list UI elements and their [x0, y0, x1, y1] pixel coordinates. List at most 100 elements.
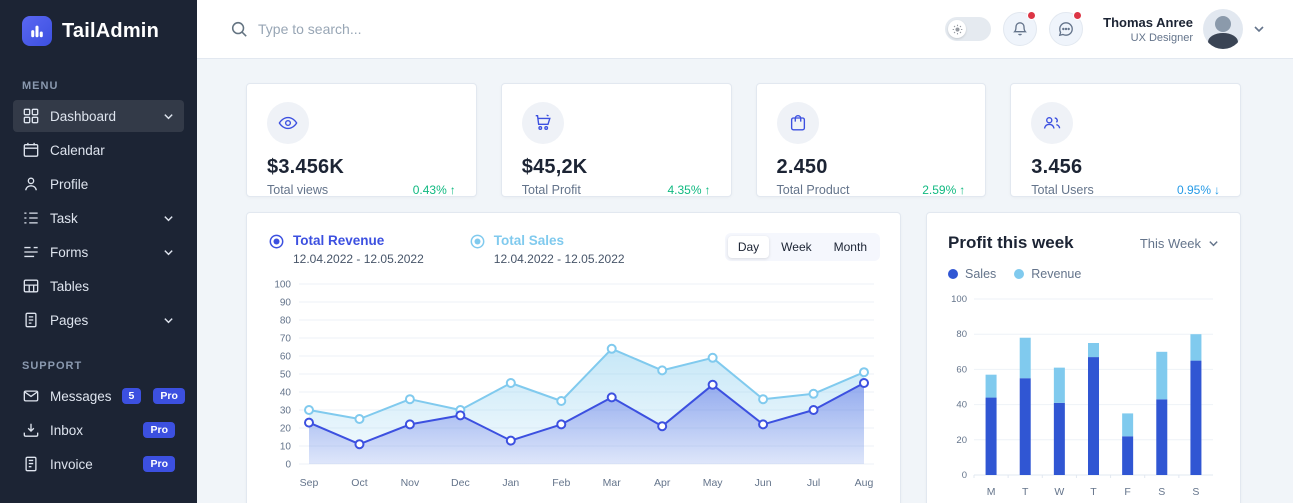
sidebar-item-dashboard[interactable]: Dashboard [13, 100, 184, 132]
pro-badge: Pro [143, 456, 175, 472]
revenue-chart-card: Total Revenue 12.04.2022 - 12.05.2022 To… [246, 212, 901, 503]
grid-icon [22, 107, 40, 125]
svg-text:S: S [1192, 486, 1199, 498]
sidebar-item-forms[interactable]: Forms [13, 236, 184, 268]
sidebar-item-invoice[interactable]: Invoice Pro [13, 448, 184, 480]
svg-text:F: F [1124, 486, 1130, 498]
sidebar: TailAdmin MENU Dashboard Calendar Profil… [0, 0, 197, 503]
messages-button[interactable] [1049, 11, 1084, 46]
stat-card-total-users: 3.456 Total Users 0.95% ↓ [1010, 83, 1241, 197]
user-role: UX Designer [1130, 31, 1193, 44]
sidebar-item-inbox[interactable]: Inbox Pro [13, 414, 184, 446]
arrow-up-icon: ↑ [959, 183, 966, 197]
top-header: Thomas Anree UX Designer [197, 0, 1293, 59]
sidebar-item-task[interactable]: Task [13, 202, 184, 234]
legend-sales: Sales [948, 267, 996, 281]
revenue-sales-area-chart: 0 10 20 30 40 50 60 70 80 90 100 Sep Oct Nov Dec Jan Feb… [274, 280, 874, 489]
stat-value: $3.456K [267, 156, 345, 178]
app-name: TailAdmin [62, 19, 159, 42]
sidebar-item-label: Pages [50, 312, 89, 328]
range-week-button[interactable]: Week [771, 236, 821, 258]
svg-text:Nov: Nov [401, 477, 420, 489]
dark-mode-toggle[interactable] [945, 17, 992, 41]
sidebar-item-calendar[interactable]: Calendar [13, 134, 184, 166]
message-dot [1073, 11, 1083, 20]
stat-delta: 0.43% ↑ [412, 183, 456, 197]
svg-text:80: 80 [280, 316, 292, 327]
mail-icon [22, 387, 40, 405]
table-icon [22, 277, 40, 295]
sidebar-item-label: Task [50, 210, 78, 226]
svg-text:M: M [987, 486, 996, 498]
bag-icon [776, 102, 819, 144]
chevron-down-icon [163, 212, 175, 224]
range-month-button[interactable]: Month [824, 236, 877, 258]
menu-section-label: MENU [22, 80, 59, 92]
radio-dot-icon [470, 234, 485, 266]
stat-card-total-views: $3.456K Total views 0.43% ↑ [246, 83, 477, 197]
sidebar-item-messages[interactable]: Messages 5 Pro [13, 380, 185, 412]
svg-text:Feb: Feb [552, 477, 570, 489]
week-selector[interactable]: This Week [1140, 236, 1219, 251]
svg-text:S: S [1158, 486, 1165, 498]
sidebar-item-label: Calendar [50, 142, 105, 158]
sidebar-item-tables[interactable]: Tables [13, 270, 184, 302]
chevron-down-icon [163, 314, 175, 326]
forms-icon [22, 243, 40, 261]
sun-icon [948, 20, 967, 38]
stat-label: Total Users [1031, 183, 1094, 197]
chevron-down-icon [1208, 238, 1219, 249]
stats-row: $3.456K Total views 0.43% ↑ $45,2K Total … [246, 83, 1241, 197]
series-period: 12.04.2022 - 12.05.2022 [493, 252, 625, 266]
revenue-dot-icon [1014, 269, 1025, 279]
app-logo[interactable]: TailAdmin [0, 0, 197, 56]
svg-text:60: 60 [280, 352, 292, 363]
messages-count-badge: 5 [121, 388, 142, 404]
search-input[interactable] [258, 21, 578, 37]
legend-revenue: Revenue [1014, 267, 1081, 281]
svg-text:40: 40 [280, 388, 292, 399]
sidebar-item-label: Invoice [50, 456, 93, 472]
profit-title: Profit this week [948, 233, 1074, 252]
sidebar-item-label: Inbox [50, 422, 84, 438]
svg-text:Apr: Apr [654, 477, 671, 489]
svg-text:20: 20 [280, 424, 292, 435]
svg-text:Jun: Jun [755, 477, 772, 489]
svg-text:Jul: Jul [807, 477, 820, 489]
svg-text:80: 80 [956, 329, 967, 340]
range-day-button[interactable]: Day [727, 236, 770, 258]
sidebar-item-label: Tables [50, 278, 90, 294]
arrow-up-icon: ↑ [449, 183, 456, 197]
pages-icon [22, 311, 40, 329]
search-icon [230, 20, 248, 38]
sidebar-item-pages[interactable]: Pages [13, 304, 184, 336]
chevron-down-icon [163, 246, 175, 258]
stat-card-total-profit: $45,2K Total Profit 4.35% ↑ [500, 83, 732, 197]
bell-icon [1012, 21, 1028, 37]
user-icon [22, 175, 40, 193]
task-icon [22, 209, 40, 227]
stat-value: 3.456 [1031, 156, 1083, 178]
svg-text:Oct: Oct [351, 477, 367, 489]
svg-text:T: T [1090, 486, 1097, 498]
svg-text:70: 70 [280, 334, 292, 345]
chevron-down-icon [1253, 23, 1265, 35]
stat-delta: 2.59% ↑ [922, 183, 966, 197]
sidebar-item-profile[interactable]: Profile [13, 168, 184, 200]
svg-text:Jan: Jan [502, 477, 519, 489]
svg-text:Aug: Aug [855, 477, 874, 489]
stat-delta: 0.95% ↓ [1176, 183, 1220, 197]
profit-bar-chart: 0 20 40 60 80 100 M T W T F S S [951, 294, 1213, 498]
arrow-up-icon: ↑ [704, 183, 711, 197]
svg-text:0: 0 [962, 470, 967, 481]
main-nav: Dashboard Calendar Profile Task Forms Ta… [0, 100, 197, 336]
bar-chart-legend: Sales Revenue [948, 267, 1219, 281]
chat-icon [1058, 21, 1074, 37]
sidebar-item-label: Forms [50, 244, 89, 260]
legend-total-sales: Total Sales 12.04.2022 - 12.05.2022 [470, 233, 625, 266]
svg-text:0: 0 [285, 460, 291, 471]
notifications-button[interactable] [1003, 11, 1038, 46]
user-menu[interactable]: Thomas Anree UX Designer [1103, 9, 1265, 49]
sales-dot-icon [948, 269, 958, 279]
cart-icon [521, 102, 564, 144]
